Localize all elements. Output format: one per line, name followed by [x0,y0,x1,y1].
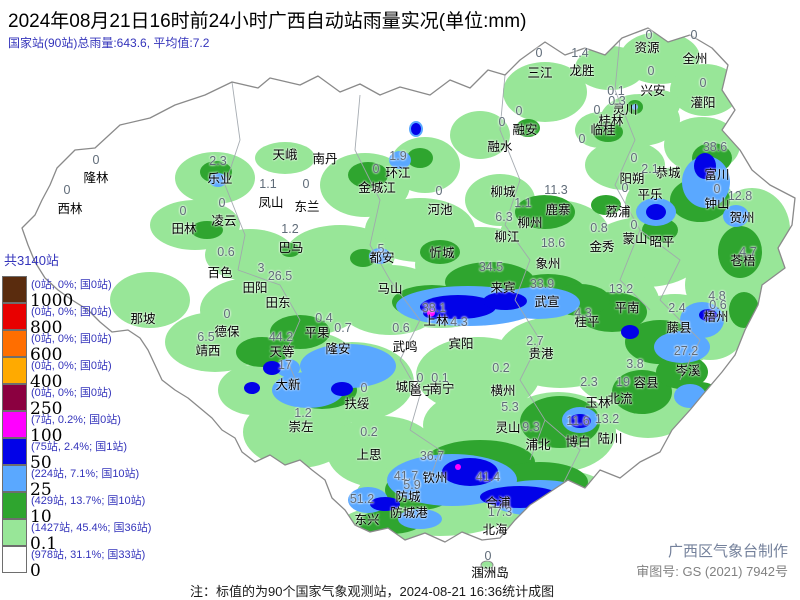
legend-swatch [2,438,27,465]
legend-count-label: (0站, 0%; 国0站) [31,306,112,318]
legend-threshold-label: 0.1 [30,534,58,554]
legend-count-label: (75站, 2.4%; 国1站) [31,441,127,453]
legend-swatch [2,465,27,492]
legend-swatch [2,276,27,303]
legend-swatch [2,492,27,519]
rain-layer-100-250mm [427,309,461,470]
legend-swatch [2,330,27,357]
legend-count-label: (7站, 0.2%; 国0站) [31,414,121,426]
legend-swatch [2,303,27,330]
legend-threshold-label: 50 [30,453,52,473]
legend-swatch [2,384,27,411]
legend-count-label: (978站, 31.1%; 国33站) [31,549,146,561]
national-station-summary: 国家站(90站)总雨量:643.6, 平均值:7.2 [8,36,210,50]
legend-swatch [2,411,27,438]
legend-threshold-label: 100 [30,426,63,446]
county-boundaries [224,37,701,491]
legend-count-label: (429站, 13.7%; 国10站) [31,495,146,507]
legend-threshold-label: 250 [30,399,63,419]
legend-threshold-label: 800 [30,318,63,338]
legend-total-stations: 共3140站 [4,253,59,268]
legend-count-label: (224站, 7.1%; 国10站) [31,468,140,480]
footnote: 注：标值的为90个国家气象观测站，2024-08-21 16:36统计成图 [190,584,555,599]
legend-threshold-label: 0 [30,561,41,581]
legend-count-label: (1427站, 45.4%; 国36站) [31,522,152,534]
legend-swatch [2,546,27,573]
legend-threshold-label: 25 [30,480,52,500]
page-title: 2024年08月21日16时前24小时广西自动站雨量实况(单位:mm) [8,11,527,32]
legend-count-label: (0站, 0%; 国0站) [31,333,112,345]
map-approval-number: 审图号: GS (2021) 7942号 [636,564,788,579]
legend-threshold-label: 600 [30,345,63,365]
legend-threshold-label: 10 [30,507,52,527]
legend-swatch [2,519,27,546]
legend-threshold-label: 400 [30,372,63,392]
legend-count-label: (0站, 0%; 国0站) [31,279,112,291]
legend-count-label: (0站, 0%; 国0站) [31,360,112,372]
producer-credit: 广西区气象台制作 [667,543,788,560]
legend-count-label: (0站, 0%; 国0站) [31,387,112,399]
weizhou-island [480,560,494,570]
legend-swatch [2,357,27,384]
legend-threshold-label: 1000 [30,291,74,311]
